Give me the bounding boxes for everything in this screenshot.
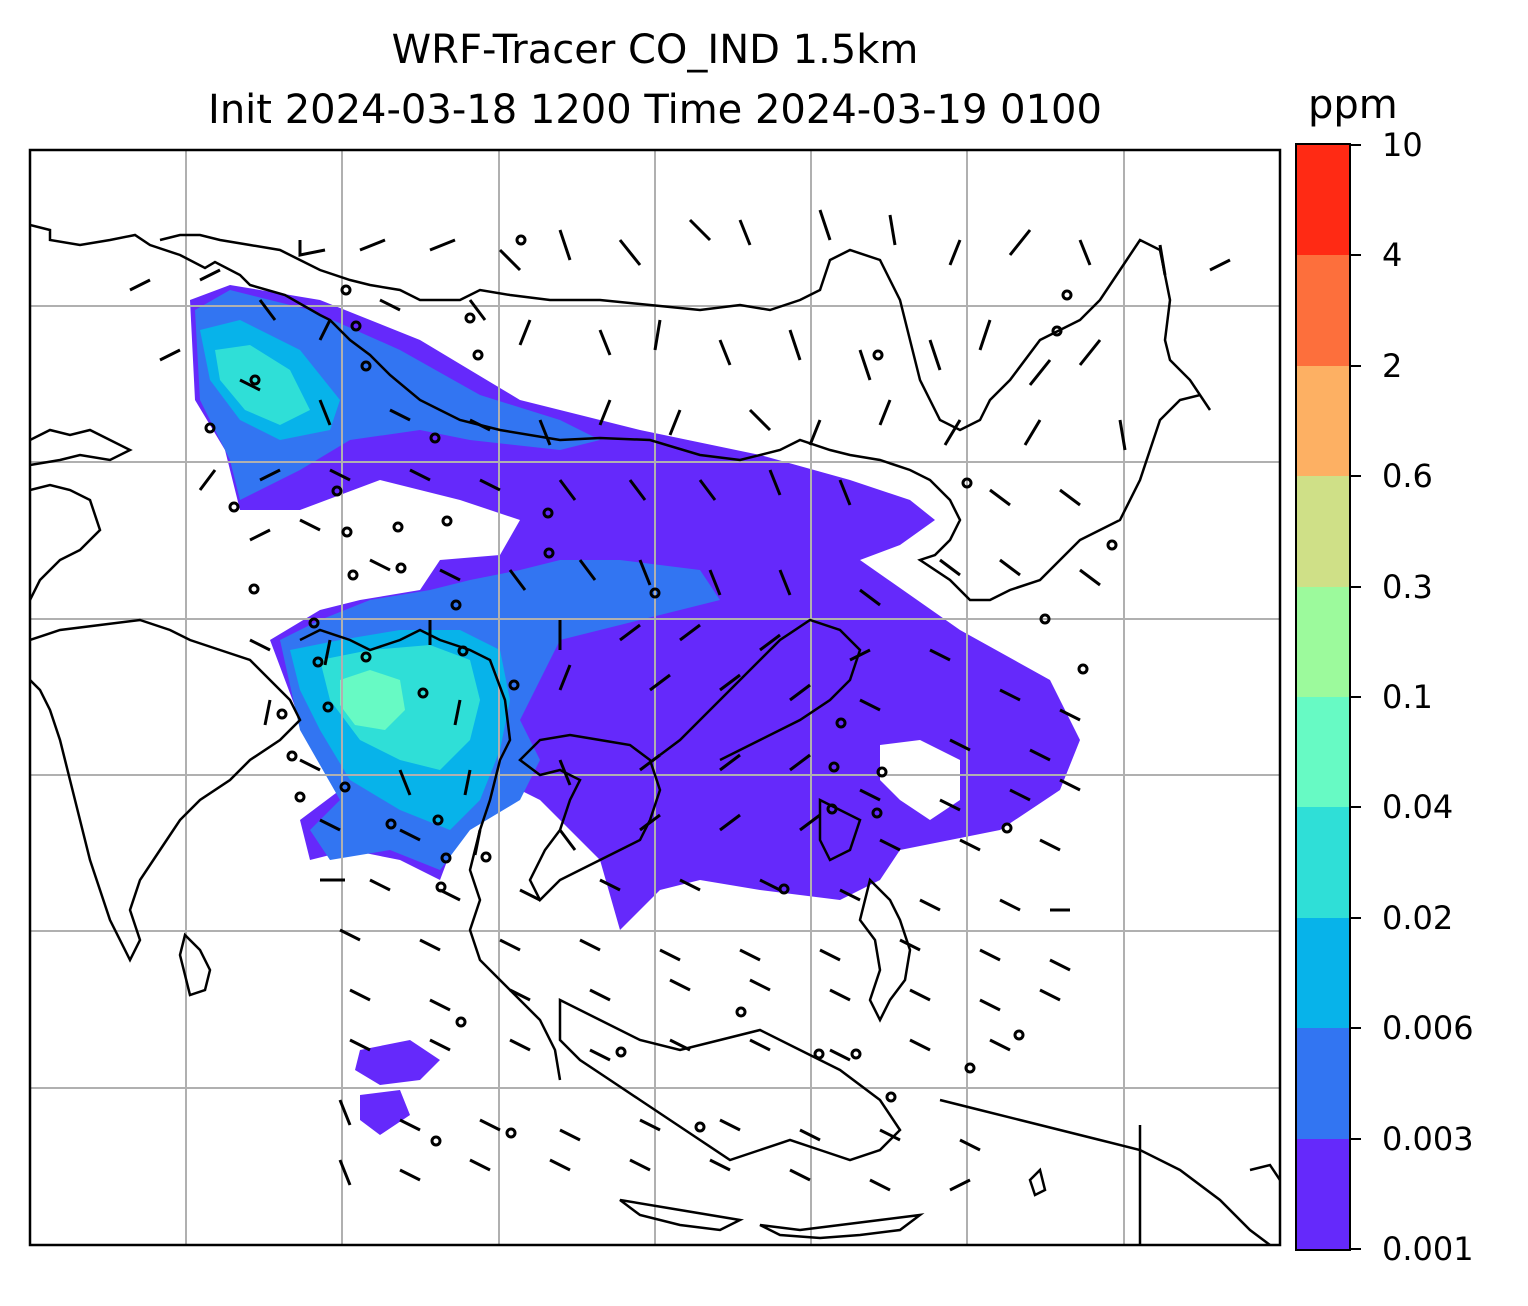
- colorbar-tick-label: 0.001: [1382, 1230, 1474, 1268]
- colorbar-tick-label: 4: [1382, 236, 1403, 275]
- colorbar-tick-mark: [1351, 696, 1361, 698]
- wind-barbs: [129, 209, 1231, 1192]
- colorbar-tick-label: 0.6: [1382, 457, 1433, 496]
- plume-south-region: [355, 1040, 440, 1135]
- colorbar-tick-mark: [1351, 1137, 1361, 1140]
- plume-layer: [190, 285, 1080, 1135]
- colorbar-tick-label: 0.04: [1382, 788, 1454, 827]
- colorbar-tick-mark: [1351, 364, 1361, 367]
- coastlines: [30, 223, 1280, 1245]
- colorbar-tick-label: 0.3: [1382, 567, 1433, 606]
- colorbar-tick-mark: [1351, 254, 1361, 257]
- colorbar-tick-label: 0.1: [1382, 678, 1433, 716]
- colorbar-tick-label: 10: [1382, 126, 1423, 164]
- calm-markers: [204, 234, 1118, 1147]
- colorbar-tick-mark: [1351, 475, 1361, 478]
- colorbar-tick-mark: [1351, 806, 1361, 809]
- colorbar-segment: [1297, 806, 1349, 918]
- colorbar-segment: [1297, 365, 1349, 477]
- colorbar-segment: [1297, 1027, 1349, 1139]
- colorbar-tick-mark: [1351, 916, 1361, 919]
- colorbar-segment: [1297, 1138, 1349, 1249]
- colorbar-units-label: ppm: [1308, 82, 1398, 128]
- map-title-line2: Init 2024-03-18 1200 Time 2024-03-19 010…: [208, 87, 1102, 133]
- colorbar-tick-label: 0.02: [1382, 898, 1454, 937]
- colorbar-tick-mark: [1351, 144, 1361, 146]
- colorbar-tick-label: 0.003: [1382, 1119, 1474, 1158]
- colorbar-segment: [1297, 475, 1349, 587]
- colorbar: [1295, 143, 1351, 1251]
- colorbar-tick-mark: [1351, 1248, 1361, 1250]
- colorbar-segment: [1297, 144, 1349, 256]
- colorbar-segment: [1297, 586, 1349, 697]
- plume-peak-region: [340, 670, 405, 730]
- plume-higher-region: [215, 345, 480, 770]
- colorbar-tick-mark: [1351, 1027, 1361, 1030]
- colorbar-segment: [1297, 254, 1349, 366]
- colorbar-tick-mark: [1351, 585, 1361, 588]
- colorbar-tick-label: 0.006: [1382, 1009, 1474, 1048]
- colorbar-segment: [1297, 696, 1349, 808]
- map-frame: [28, 148, 1282, 1247]
- colorbar-tick-label: 2: [1382, 346, 1403, 385]
- colorbar-segment: [1297, 917, 1349, 1029]
- map-title-line1: WRF-Tracer CO_IND 1.5km: [391, 27, 919, 73]
